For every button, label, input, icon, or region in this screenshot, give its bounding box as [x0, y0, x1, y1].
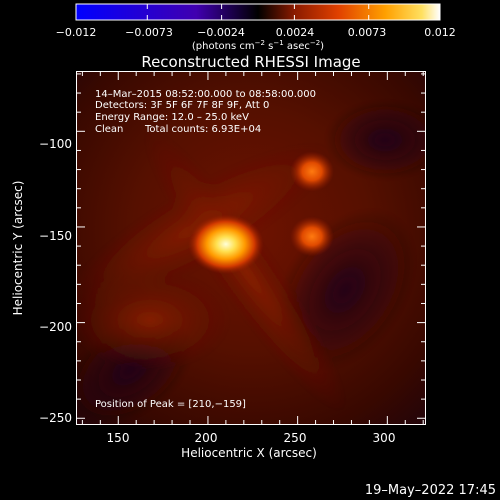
plot-frame — [76, 71, 426, 425]
detectors-annotation: Detectors: 3F 5F 6F 7F 8F 9F, Att 0 — [95, 100, 269, 111]
y-tick-labels: −100 −150 −200 −250 — [39, 137, 72, 425]
source-blob-2 — [289, 216, 334, 257]
colorbar-tick-label: −0.012 — [56, 26, 97, 39]
y-tick-label: −250 — [39, 411, 72, 425]
peak-position-annotation: Position of Peak = [210,−159] — [95, 399, 246, 410]
x-tick-label: 200 — [195, 431, 218, 445]
colorbar-ticks — [75, 4, 441, 20]
chart-title: Reconstructed RHESSI Image — [141, 53, 360, 71]
heatmap-image — [77, 72, 425, 424]
y-tick-label: −100 — [39, 137, 72, 151]
colorbar — [75, 3, 441, 21]
source-blob-1 — [187, 214, 264, 275]
colorbar-tick-label: 0.0024 — [276, 26, 315, 39]
timestamp: 19–May–2022 17:45 — [365, 483, 496, 498]
x-tick-label: 250 — [284, 431, 307, 445]
time-range-annotation: 14–Mar–2015 08:52:00.000 to 08:58:00.000 — [95, 89, 316, 100]
total-counts-annotation: Total counts: 6.93E+04 — [144, 124, 261, 135]
y-tick-label: −150 — [39, 229, 72, 243]
energy-annotation: Energy Range: 12.0 – 25.0 keV — [95, 112, 249, 123]
x-tick-label: 300 — [373, 431, 396, 445]
y-tick-label: −200 — [39, 320, 72, 334]
colorbar-tick-label: −0.0073 — [125, 26, 173, 39]
clean-annotation: Clean — [95, 124, 123, 135]
x-tick-labels: 150 200 250 300 — [107, 431, 396, 445]
colorbar-tick-label: 0.012 — [424, 26, 456, 39]
sources-layer — [187, 151, 334, 275]
y-axis-label: Heliocentric Y (arcsec) — [11, 181, 25, 316]
colorbar-tick-label: −0.0024 — [197, 26, 245, 39]
x-axis-label: Heliocentric X (arcsec) — [181, 446, 317, 460]
source-blob-3 — [289, 151, 334, 192]
x-tick-label: 150 — [107, 431, 130, 445]
colorbar-tick-label: 0.0073 — [348, 26, 387, 39]
axis-ticks — [77, 72, 425, 424]
colorbar-unit: (photons cm−2 s−1 asec−2) — [192, 39, 324, 52]
